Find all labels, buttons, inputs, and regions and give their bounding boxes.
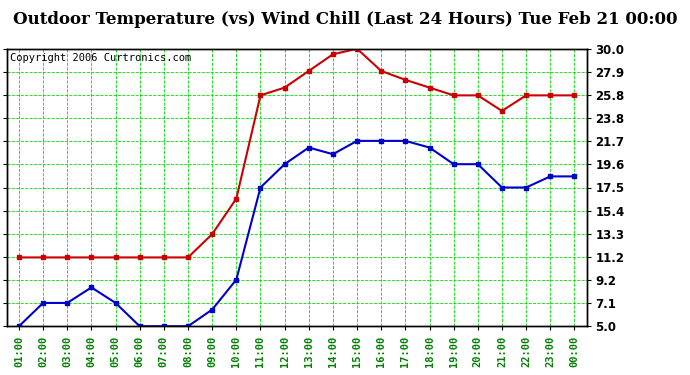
Text: Copyright 2006 Curtronics.com: Copyright 2006 Curtronics.com [10, 53, 191, 63]
Text: Outdoor Temperature (vs) Wind Chill (Last 24 Hours) Tue Feb 21 00:00: Outdoor Temperature (vs) Wind Chill (Las… [12, 11, 678, 28]
